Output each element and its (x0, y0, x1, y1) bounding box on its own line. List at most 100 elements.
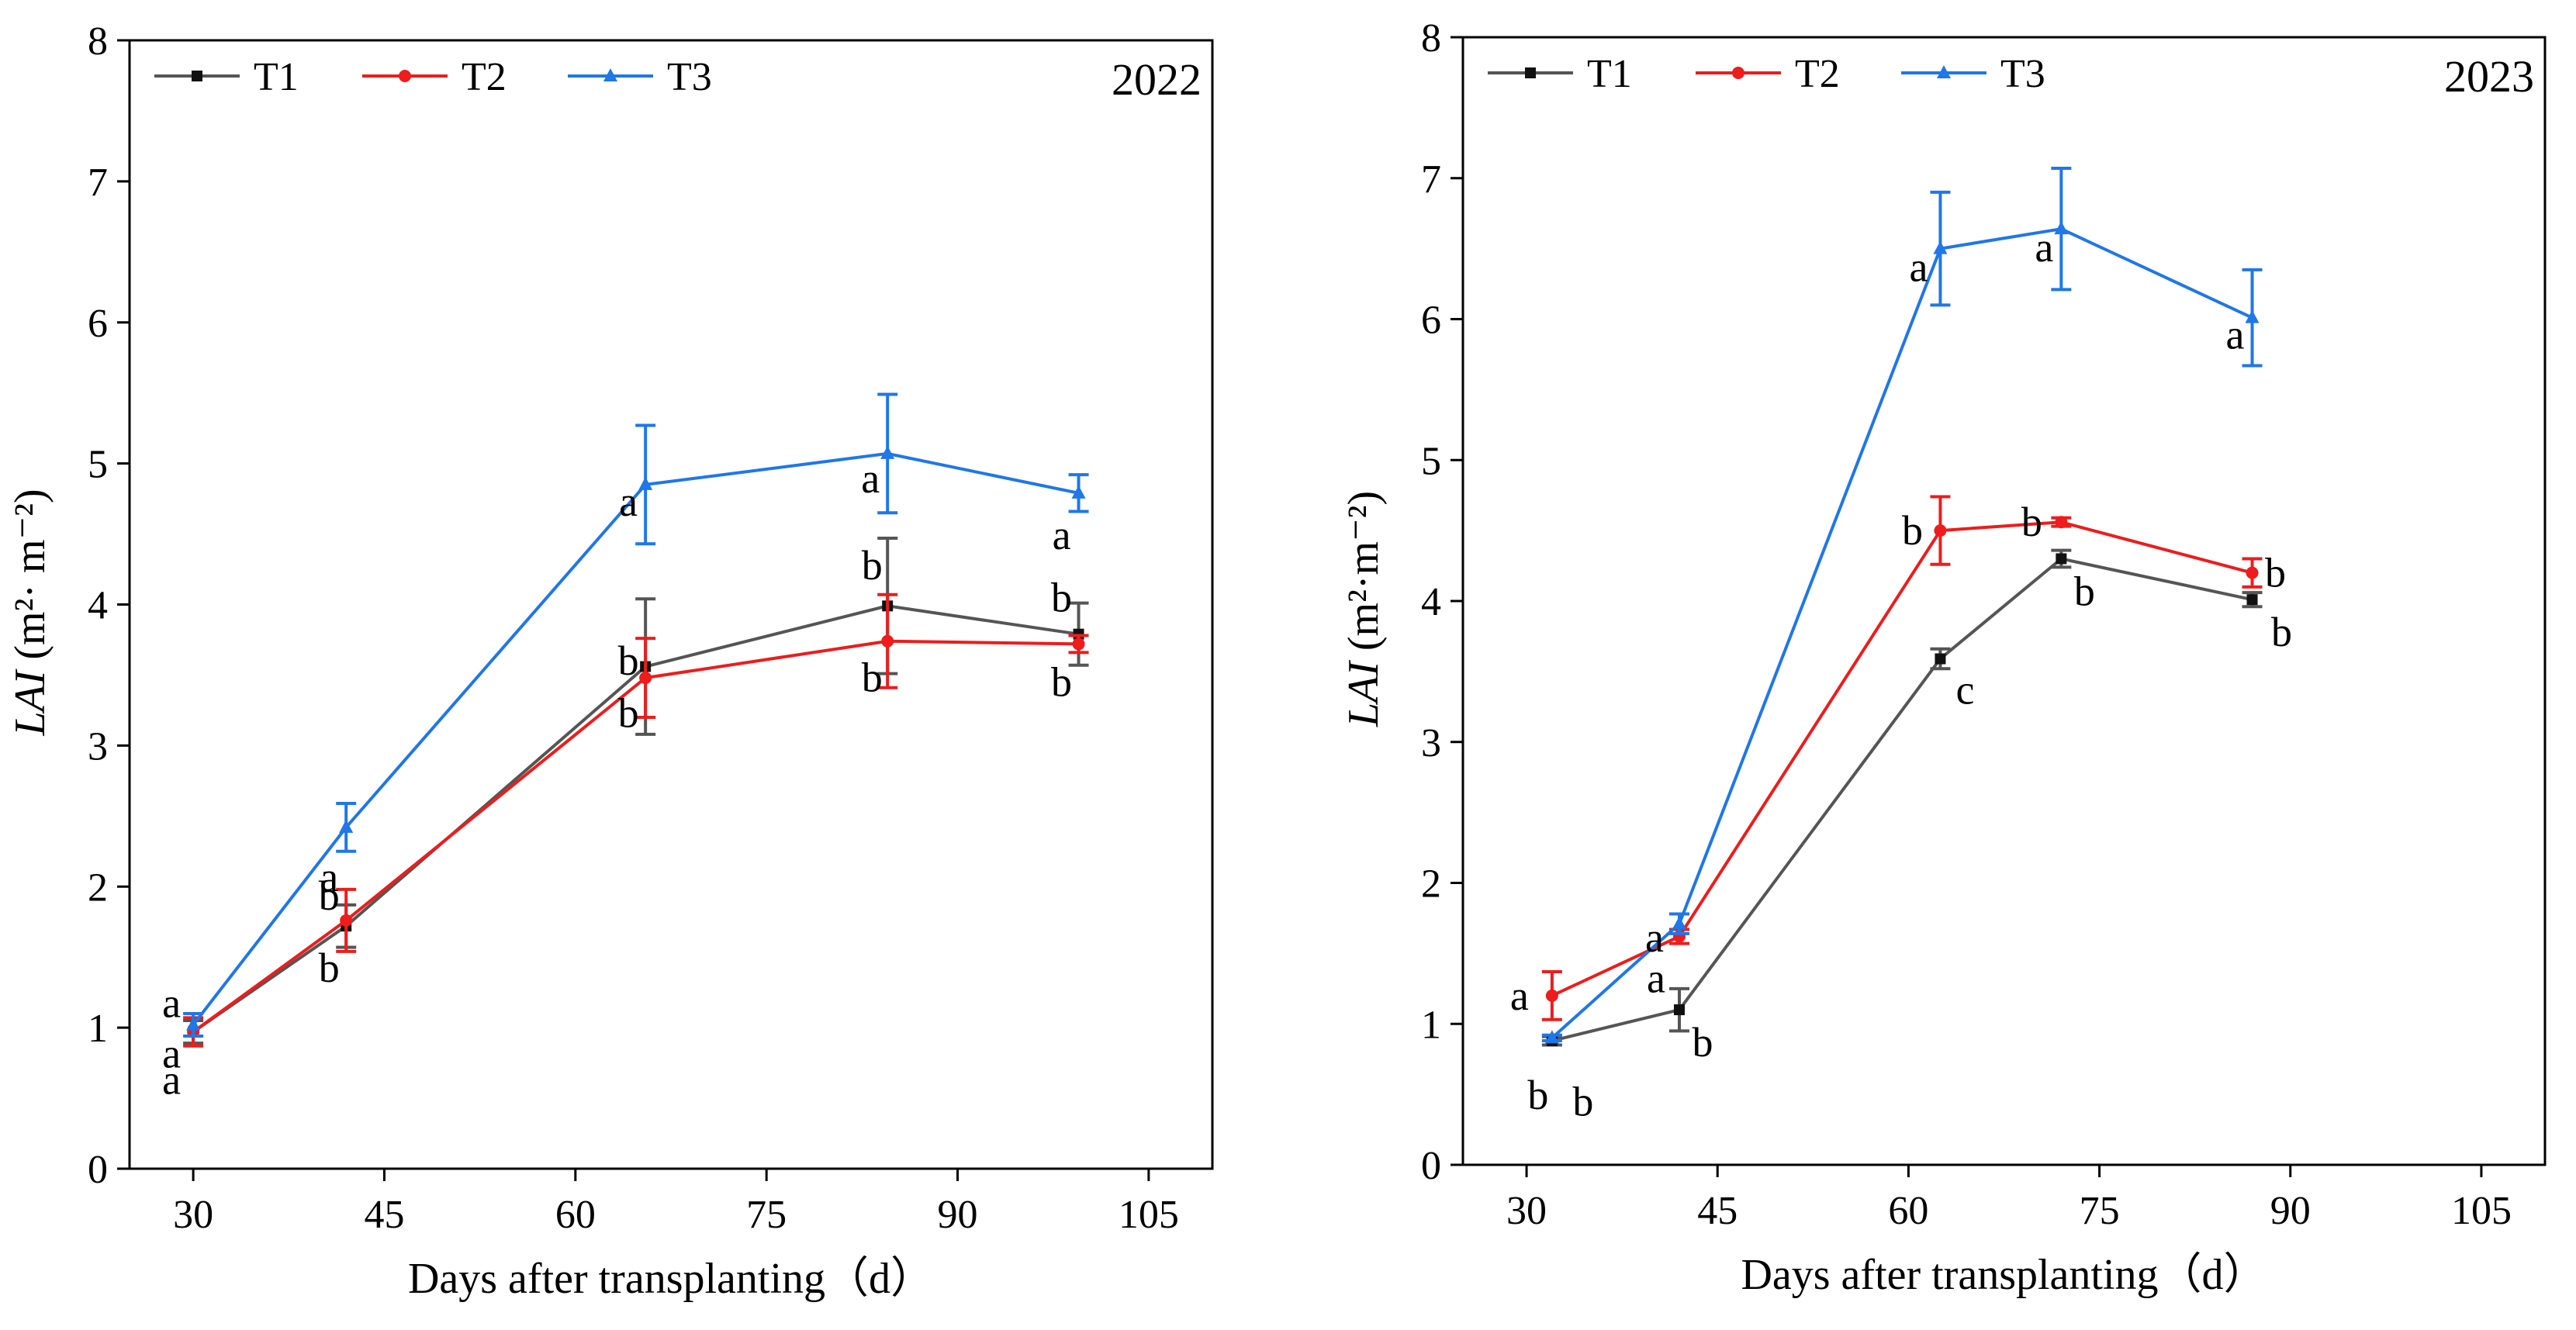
data-point-T3 (638, 476, 653, 490)
y-axis-title-units: (m²·m⁻²) (1340, 491, 1388, 651)
significance-label-T3: b (1572, 1078, 1593, 1124)
y-tick-label: 2 (1421, 862, 1441, 907)
x-tick-label: 90 (938, 1193, 978, 1237)
significance-label-T3: a (2226, 312, 2245, 358)
significance-label-T1: b (1051, 659, 1072, 706)
data-point-T1 (2056, 553, 2067, 565)
data-point-T2 (639, 672, 652, 685)
y-tick-label: 1 (88, 1007, 108, 1051)
significance-label-T2: b (2265, 550, 2286, 596)
x-axis-title: Days after transplanting（d） (408, 1255, 934, 1303)
plot-frame (1461, 36, 2547, 1166)
data-point-T3 (880, 445, 895, 459)
legend-label-T3: T3 (667, 55, 712, 99)
significance-label-T3: a (1053, 512, 1071, 558)
significance-label-T2: b (1902, 507, 1923, 554)
plot-frame (128, 39, 1214, 1170)
y-axis-title-main: LAI (1340, 651, 1388, 727)
significance-label-T3: a (2035, 224, 2053, 271)
significance-label-T2: a (162, 1031, 181, 1077)
legend-label-T2: T2 (1795, 52, 1840, 96)
legend-marker-T1 (192, 71, 202, 81)
significance-label-T1: b (319, 945, 340, 991)
data-point-T2 (340, 914, 353, 927)
significance-label-T1: c (1955, 667, 1974, 713)
significance-label-T1: b (618, 690, 639, 737)
y-tick-label: 8 (1421, 16, 1441, 60)
significance-label-T1: b (1527, 1072, 1548, 1118)
legend-label-T1: T1 (1587, 52, 1632, 96)
y-tick-label: 0 (88, 1148, 108, 1192)
year-label: 2022 (1112, 54, 1202, 105)
x-tick-label: 30 (1506, 1189, 1547, 1233)
significance-label-T2: b (2021, 499, 2042, 545)
significance-label-T2: b (862, 542, 883, 589)
year-label: 2023 (2444, 51, 2534, 102)
data-point-T2 (2055, 516, 2068, 529)
legend-marker-T3 (603, 68, 617, 81)
y-tick-label: 3 (1421, 721, 1441, 765)
x-tick-label: 30 (173, 1193, 213, 1237)
data-point-T3 (1672, 916, 1686, 930)
y-tick-label: 5 (88, 443, 108, 487)
y-tick-label: 4 (1421, 580, 1441, 624)
y-tick-label: 6 (1421, 299, 1441, 343)
y-axis-title-main: LAI (6, 660, 54, 737)
x-tick-label: 90 (2270, 1189, 2311, 1233)
data-point-T3 (1071, 485, 1086, 499)
data-point-T3 (2054, 221, 2069, 235)
significance-label-T3: a (619, 478, 638, 525)
y-tick-label: 3 (88, 724, 108, 769)
significance-label-T2: b (1051, 574, 1072, 620)
significance-label-T2: a (1647, 955, 1665, 1002)
legend-label-T2: T2 (462, 55, 507, 99)
significance-label-T2: b (618, 637, 639, 684)
x-tick-label: 60 (1888, 1189, 1928, 1233)
y-axis-title: LAI (m²·m⁻²) (1340, 491, 1388, 727)
significance-label-T3: a (1645, 914, 1664, 961)
data-point-T1 (1935, 653, 1946, 665)
y-tick-label: 7 (88, 161, 108, 205)
legend-marker-T2 (399, 70, 411, 82)
significance-label-T1: b (1693, 1019, 1713, 1066)
data-point-T2 (881, 634, 894, 648)
significance-label-T3: a (1909, 244, 1928, 291)
legend-marker-T1 (1525, 67, 1536, 78)
significance-label-T3: a (162, 979, 181, 1026)
x-tick-label: 105 (2451, 1189, 2512, 1233)
data-point-T2 (2246, 566, 2259, 579)
y-tick-label: 4 (88, 584, 108, 628)
x-tick-label: 60 (555, 1193, 596, 1237)
data-point-T3 (1544, 1030, 1559, 1044)
data-point-T2 (1072, 637, 1085, 651)
data-point-T1 (1674, 1004, 1685, 1016)
y-tick-label: 1 (1421, 1003, 1441, 1047)
significance-label-T3: a (861, 455, 880, 502)
significance-label-T2: a (1510, 972, 1529, 1019)
data-point-T2 (1545, 989, 1558, 1002)
significance-label-T1: b (862, 654, 883, 700)
data-point-T3 (186, 1017, 201, 1031)
legend-label-T1: T1 (254, 55, 299, 99)
x-tick-label: 75 (746, 1193, 787, 1237)
legend-marker-T3 (1937, 65, 1951, 78)
legend-marker-T2 (1732, 67, 1744, 79)
y-axis-title: LAI (m²· m⁻²) (6, 489, 54, 736)
y-tick-label: 8 (88, 19, 108, 64)
significance-label-T3: a (320, 854, 338, 900)
y-axis-title-units: (m²· m⁻²) (6, 489, 54, 659)
y-tick-label: 2 (88, 865, 108, 910)
x-tick-label: 75 (2080, 1189, 2120, 1233)
y-tick-label: 7 (1421, 157, 1441, 202)
x-axis-title: Days after transplanting（d） (1741, 1251, 2267, 1299)
significance-label-T1: b (2271, 609, 2292, 655)
x-tick-label: 45 (364, 1193, 404, 1237)
data-point-T3 (339, 819, 354, 833)
y-tick-label: 0 (1421, 1144, 1441, 1188)
y-tick-label: 5 (1421, 439, 1441, 483)
y-tick-label: 6 (88, 302, 108, 346)
data-point-T2 (1934, 524, 1947, 537)
